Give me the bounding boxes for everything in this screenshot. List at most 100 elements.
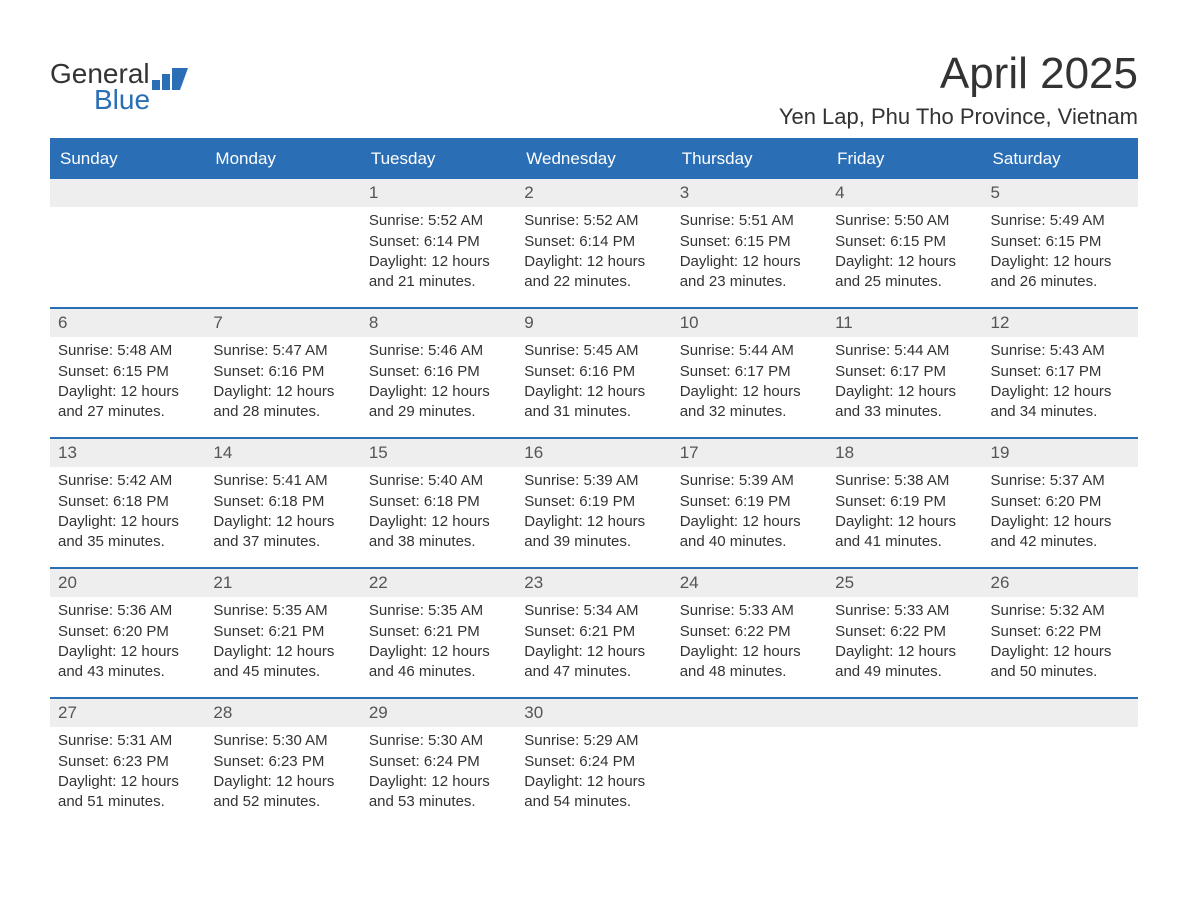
cell-line: Daylight: 12 hours — [369, 642, 508, 662]
cell-body: Sunrise: 5:34 AMSunset: 6:21 PMDaylight:… — [516, 597, 671, 682]
cell-line: and 23 minutes. — [680, 272, 819, 292]
cell-line: Sunrise: 5:29 AM — [524, 731, 663, 751]
cell-body: Sunrise: 5:51 AMSunset: 6:15 PMDaylight:… — [672, 207, 827, 292]
calendar-cell: 18Sunrise: 5:38 AMSunset: 6:19 PMDayligh… — [827, 439, 982, 567]
cell-line: and 46 minutes. — [369, 662, 508, 682]
date-number: 28 — [205, 699, 360, 727]
cell-line: Sunrise: 5:44 AM — [835, 341, 974, 361]
cell-body: Sunrise: 5:31 AMSunset: 6:23 PMDaylight:… — [50, 727, 205, 812]
date-number: 13 — [50, 439, 205, 467]
calendar-week: 13Sunrise: 5:42 AMSunset: 6:18 PMDayligh… — [50, 437, 1138, 567]
cell-line: Sunrise: 5:47 AM — [213, 341, 352, 361]
cell-body: Sunrise: 5:52 AMSunset: 6:14 PMDaylight:… — [516, 207, 671, 292]
cell-line: Sunset: 6:23 PM — [213, 752, 352, 772]
cell-line: and 51 minutes. — [58, 792, 197, 812]
cell-line: Sunrise: 5:37 AM — [991, 471, 1130, 491]
cell-line: Daylight: 12 hours — [213, 642, 352, 662]
cell-line: Sunset: 6:17 PM — [835, 362, 974, 382]
cell-line: and 26 minutes. — [991, 272, 1130, 292]
cell-line: Daylight: 12 hours — [58, 512, 197, 532]
date-number: 11 — [827, 309, 982, 337]
cell-line: Daylight: 12 hours — [835, 382, 974, 402]
cell-line: Daylight: 12 hours — [58, 382, 197, 402]
calendar-cell: 3Sunrise: 5:51 AMSunset: 6:15 PMDaylight… — [672, 179, 827, 307]
cell-line: Sunrise: 5:48 AM — [58, 341, 197, 361]
cell-body: Sunrise: 5:36 AMSunset: 6:20 PMDaylight:… — [50, 597, 205, 682]
cell-body: Sunrise: 5:47 AMSunset: 6:16 PMDaylight:… — [205, 337, 360, 422]
cell-line: Sunrise: 5:50 AM — [835, 211, 974, 231]
cell-line: and 39 minutes. — [524, 532, 663, 552]
cell-body: Sunrise: 5:39 AMSunset: 6:19 PMDaylight:… — [516, 467, 671, 552]
cell-line: Daylight: 12 hours — [369, 772, 508, 792]
cell-line: Sunset: 6:20 PM — [991, 492, 1130, 512]
cell-line: and 21 minutes. — [369, 272, 508, 292]
cell-line: and 48 minutes. — [680, 662, 819, 682]
cell-body: Sunrise: 5:33 AMSunset: 6:22 PMDaylight:… — [672, 597, 827, 682]
cell-body: Sunrise: 5:44 AMSunset: 6:17 PMDaylight:… — [672, 337, 827, 422]
cell-line: and 29 minutes. — [369, 402, 508, 422]
day-header-row: SundayMondayTuesdayWednesdayThursdayFrid… — [50, 141, 1138, 179]
cell-body: Sunrise: 5:44 AMSunset: 6:17 PMDaylight:… — [827, 337, 982, 422]
cell-line: and 32 minutes. — [680, 402, 819, 422]
cell-line: and 50 minutes. — [991, 662, 1130, 682]
day-header: Wednesday — [516, 141, 671, 179]
cell-line: Sunset: 6:23 PM — [58, 752, 197, 772]
cell-line: and 38 minutes. — [369, 532, 508, 552]
calendar-cell: 9Sunrise: 5:45 AMSunset: 6:16 PMDaylight… — [516, 309, 671, 437]
cell-line: Daylight: 12 hours — [680, 252, 819, 272]
cell-body: Sunrise: 5:45 AMSunset: 6:16 PMDaylight:… — [516, 337, 671, 422]
calendar-cell: 7Sunrise: 5:47 AMSunset: 6:16 PMDaylight… — [205, 309, 360, 437]
calendar-cell: 5Sunrise: 5:49 AMSunset: 6:15 PMDaylight… — [983, 179, 1138, 307]
cell-body: Sunrise: 5:39 AMSunset: 6:19 PMDaylight:… — [672, 467, 827, 552]
calendar-cell: 28Sunrise: 5:30 AMSunset: 6:23 PMDayligh… — [205, 699, 360, 827]
cell-line: and 54 minutes. — [524, 792, 663, 812]
calendar-cell: 13Sunrise: 5:42 AMSunset: 6:18 PMDayligh… — [50, 439, 205, 567]
cell-line: Sunset: 6:14 PM — [369, 232, 508, 252]
cell-line: and 35 minutes. — [58, 532, 197, 552]
calendar-cell: 2Sunrise: 5:52 AMSunset: 6:14 PMDaylight… — [516, 179, 671, 307]
date-number: 18 — [827, 439, 982, 467]
page-header: General Blue April 2025 Yen Lap, Phu Tho… — [50, 50, 1138, 130]
month-title: April 2025 — [779, 50, 1138, 98]
cell-line: Sunrise: 5:33 AM — [680, 601, 819, 621]
calendar-cell: 19Sunrise: 5:37 AMSunset: 6:20 PMDayligh… — [983, 439, 1138, 567]
date-number: 3 — [672, 179, 827, 207]
cell-line: Sunset: 6:19 PM — [680, 492, 819, 512]
date-number — [205, 179, 360, 207]
cell-line: Sunrise: 5:39 AM — [680, 471, 819, 491]
date-number: 21 — [205, 569, 360, 597]
calendar-cell: 20Sunrise: 5:36 AMSunset: 6:20 PMDayligh… — [50, 569, 205, 697]
logo-text-blue: Blue — [94, 86, 150, 114]
cell-body: Sunrise: 5:38 AMSunset: 6:19 PMDaylight:… — [827, 467, 982, 552]
date-number: 20 — [50, 569, 205, 597]
cell-line: Sunrise: 5:31 AM — [58, 731, 197, 751]
logo: General Blue — [50, 60, 188, 114]
cell-line: Sunset: 6:24 PM — [524, 752, 663, 772]
date-number: 17 — [672, 439, 827, 467]
cell-line: Daylight: 12 hours — [58, 772, 197, 792]
cell-line: Sunrise: 5:35 AM — [369, 601, 508, 621]
cell-line: Daylight: 12 hours — [835, 512, 974, 532]
cell-line: Sunset: 6:22 PM — [835, 622, 974, 642]
day-header: Tuesday — [361, 141, 516, 179]
cell-line: Daylight: 12 hours — [991, 252, 1130, 272]
calendar-cell: 10Sunrise: 5:44 AMSunset: 6:17 PMDayligh… — [672, 309, 827, 437]
cell-line: Daylight: 12 hours — [369, 512, 508, 532]
cell-line: Sunrise: 5:41 AM — [213, 471, 352, 491]
cell-line: Daylight: 12 hours — [213, 772, 352, 792]
cell-line: Sunrise: 5:52 AM — [369, 211, 508, 231]
date-number: 19 — [983, 439, 1138, 467]
cell-line: Sunrise: 5:43 AM — [991, 341, 1130, 361]
date-number — [983, 699, 1138, 727]
calendar-cell: 22Sunrise: 5:35 AMSunset: 6:21 PMDayligh… — [361, 569, 516, 697]
date-number: 12 — [983, 309, 1138, 337]
cell-line: Daylight: 12 hours — [58, 642, 197, 662]
calendar-cell: 4Sunrise: 5:50 AMSunset: 6:15 PMDaylight… — [827, 179, 982, 307]
calendar-cell: 8Sunrise: 5:46 AMSunset: 6:16 PMDaylight… — [361, 309, 516, 437]
cell-line: Sunset: 6:24 PM — [369, 752, 508, 772]
cell-line: Sunset: 6:16 PM — [213, 362, 352, 382]
cell-line: and 22 minutes. — [524, 272, 663, 292]
calendar-cell — [205, 179, 360, 307]
date-number: 26 — [983, 569, 1138, 597]
cell-line: Sunrise: 5:40 AM — [369, 471, 508, 491]
